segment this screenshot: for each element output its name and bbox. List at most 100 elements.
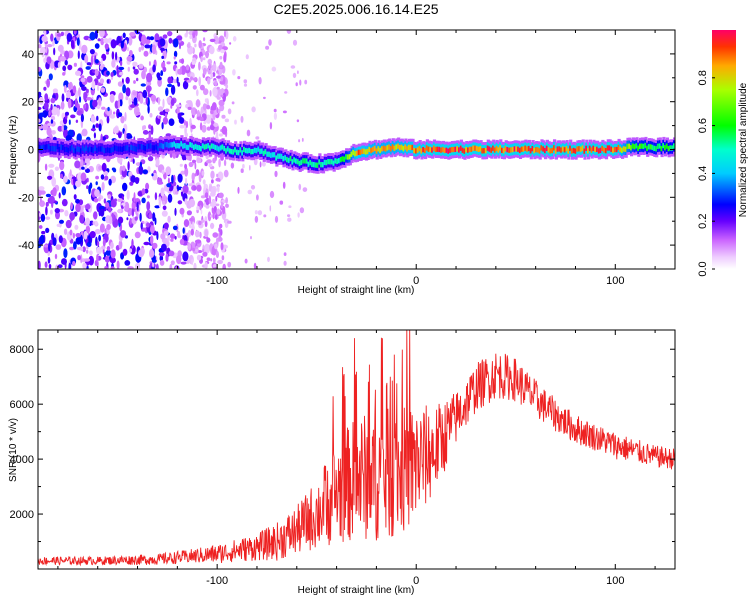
snr-x-label: Height of straight line (km) xyxy=(298,585,415,596)
noise-speck xyxy=(116,260,120,269)
ridge-core xyxy=(533,147,537,154)
noise-speck xyxy=(38,118,41,123)
noise-speck xyxy=(166,183,172,188)
ridge-core xyxy=(662,142,666,149)
noise-speck xyxy=(55,244,62,250)
noise-speck xyxy=(273,112,277,120)
noise-speck xyxy=(74,160,81,169)
ridge-core xyxy=(596,146,600,152)
noise-speck xyxy=(207,211,212,222)
ridge-core xyxy=(253,147,257,153)
noise-speck xyxy=(146,201,151,211)
ridge-core xyxy=(207,143,211,149)
colorbar-ticks: 0.0 0.2 0.4 0.6 0.8 xyxy=(697,70,715,277)
noise-speck xyxy=(194,162,197,170)
ridge-core xyxy=(529,148,533,154)
ridge-core xyxy=(212,143,216,149)
noise-speck xyxy=(205,114,212,124)
noise-speck xyxy=(60,31,64,37)
noise-speck xyxy=(58,235,63,244)
noise-speck xyxy=(217,185,220,193)
ridge-core xyxy=(198,145,202,151)
noise-speck xyxy=(214,243,218,250)
ridge-core xyxy=(63,146,68,153)
noise-speck xyxy=(52,237,57,247)
noise-speck xyxy=(100,174,105,180)
ridge-core xyxy=(545,145,549,151)
noise-speck xyxy=(132,66,136,70)
ridge-core xyxy=(411,144,415,151)
ridge-core xyxy=(416,147,420,153)
ridge-core xyxy=(289,155,293,162)
ridge-core xyxy=(542,146,546,152)
ridge-core xyxy=(599,147,603,153)
noise-speck xyxy=(210,258,213,262)
noise-speck xyxy=(175,104,182,108)
noise-speck xyxy=(109,257,116,264)
noise-speck xyxy=(97,38,101,42)
noise-speck xyxy=(122,84,126,94)
noise-speck xyxy=(151,259,157,263)
ridge-core xyxy=(221,144,225,150)
noise-speck xyxy=(230,162,235,169)
ridge-core xyxy=(78,146,82,153)
noise-speck xyxy=(192,77,197,82)
spectrogram-y-ticks: -40 -20 0 20 40 xyxy=(18,29,675,270)
noise-speck xyxy=(212,86,218,97)
ridge-core xyxy=(415,148,419,154)
noise-speck xyxy=(52,187,57,197)
ridge-core xyxy=(463,148,467,154)
noise-speck xyxy=(221,114,226,119)
ridge-core xyxy=(363,148,367,154)
noise-speck xyxy=(216,75,222,79)
noise-speck xyxy=(251,106,256,113)
noise-speck xyxy=(52,88,59,94)
ridge-core xyxy=(51,145,55,152)
noise-speck xyxy=(143,50,149,57)
noise-speck xyxy=(129,248,133,253)
spectrogram-noise-region xyxy=(38,30,308,269)
ridge-core xyxy=(508,147,512,153)
noise-speck xyxy=(40,47,46,55)
spectrogram-ridge xyxy=(38,135,675,174)
noise-speck xyxy=(167,177,170,184)
noise-speck xyxy=(99,30,105,38)
noise-speck xyxy=(38,260,41,269)
ridge-core xyxy=(490,147,494,153)
noise-speck xyxy=(93,211,98,220)
noise-speck xyxy=(163,222,169,230)
noise-speck xyxy=(86,185,89,190)
noise-speck xyxy=(151,173,154,177)
noise-speck xyxy=(46,44,53,48)
noise-speck xyxy=(80,75,85,79)
noise-speck xyxy=(186,43,191,49)
noise-speck xyxy=(192,32,196,39)
noise-speck xyxy=(199,116,204,122)
ridge-core xyxy=(565,146,569,152)
noise-speck xyxy=(111,212,114,219)
noise-speck xyxy=(85,217,90,227)
noise-speck xyxy=(86,241,92,248)
noise-speck xyxy=(173,50,178,58)
noise-speck xyxy=(161,55,165,60)
noise-speck xyxy=(202,248,204,253)
snr-frame xyxy=(37,329,676,570)
noise-speck xyxy=(172,225,178,231)
noise-speck xyxy=(189,34,193,40)
noise-speck xyxy=(139,95,144,104)
noise-speck xyxy=(134,177,140,184)
noise-speck xyxy=(117,112,123,117)
noise-speck xyxy=(177,230,181,239)
noise-speck xyxy=(129,217,133,225)
ridge-core xyxy=(393,145,397,151)
noise-speck xyxy=(48,110,51,117)
ridge-core xyxy=(327,159,331,165)
noise-speck xyxy=(74,98,78,108)
ridge-core xyxy=(339,157,343,163)
noise-speck xyxy=(94,59,99,64)
noise-speck xyxy=(162,117,168,125)
noise-speck xyxy=(198,61,201,71)
ridge-core xyxy=(259,148,263,154)
ridge-core xyxy=(443,147,447,154)
ridge-core xyxy=(175,143,179,149)
